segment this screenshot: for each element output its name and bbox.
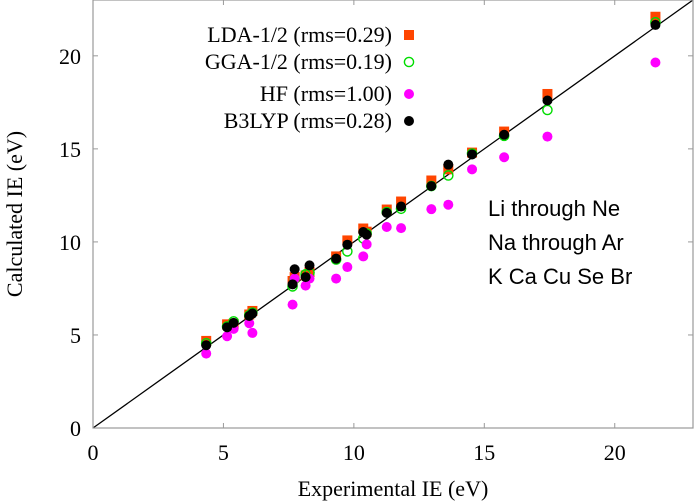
x-tick-label: 20 bbox=[604, 440, 626, 465]
data-point bbox=[396, 201, 407, 212]
legend-marker bbox=[404, 116, 414, 126]
y-tick-label: 10 bbox=[59, 230, 81, 255]
data-point bbox=[300, 272, 311, 283]
annotation-period-4: K Ca Cu Se Br bbox=[488, 264, 632, 289]
data-points bbox=[200, 11, 661, 359]
data-point bbox=[443, 159, 454, 170]
data-point bbox=[331, 253, 342, 264]
data-point bbox=[287, 299, 298, 310]
y-tick-label: 0 bbox=[70, 416, 81, 441]
plot-frame bbox=[92, 0, 694, 429]
data-point bbox=[244, 318, 255, 329]
data-point bbox=[331, 273, 342, 284]
data-point bbox=[201, 340, 212, 351]
data-point bbox=[650, 19, 661, 30]
x-tick-label: 15 bbox=[473, 440, 495, 465]
data-point bbox=[426, 204, 437, 215]
data-point bbox=[650, 57, 661, 68]
data-point bbox=[247, 327, 258, 338]
data-point bbox=[342, 239, 353, 250]
data-point bbox=[396, 196, 407, 207]
data-point bbox=[542, 104, 553, 116]
data-point bbox=[542, 88, 553, 99]
data-point bbox=[358, 251, 369, 262]
data-point bbox=[426, 175, 437, 186]
data-point bbox=[289, 264, 300, 275]
reference-line-y-equals-x bbox=[92, 0, 694, 429]
annotation-period-3: Na through Ar bbox=[488, 230, 624, 255]
data-point bbox=[222, 331, 233, 342]
data-point bbox=[361, 239, 372, 250]
data-point bbox=[443, 170, 454, 181]
legend-label: LDA-1/2 (rms=0.29) bbox=[207, 22, 392, 47]
data-point bbox=[361, 229, 372, 240]
y-tick-label: 20 bbox=[59, 44, 81, 69]
x-tick-label: 5 bbox=[218, 440, 229, 465]
legend-label: HF (rms=1.00) bbox=[260, 81, 392, 106]
data-point bbox=[342, 262, 353, 273]
data-point bbox=[381, 222, 392, 233]
y-tick-label: 15 bbox=[59, 137, 81, 162]
data-point bbox=[426, 181, 437, 192]
data-point bbox=[396, 223, 407, 234]
axis-ticks: 0 5 10 15 20 0 5 10 15 20 bbox=[59, 0, 693, 465]
x-tick-label: 0 bbox=[88, 440, 99, 465]
legend-label: GGA-1/2 (rms=0.19) bbox=[205, 49, 392, 74]
data-point bbox=[247, 308, 258, 319]
data-point bbox=[542, 95, 553, 106]
series-2 bbox=[201, 57, 661, 359]
legend-marker bbox=[404, 30, 414, 40]
y-axis-label: Calculated IE (eV) bbox=[2, 131, 27, 297]
data-point bbox=[381, 207, 392, 218]
data-point bbox=[287, 279, 298, 290]
x-tick-label: 10 bbox=[343, 440, 365, 465]
data-point bbox=[467, 164, 478, 175]
y-tick-label: 5 bbox=[70, 323, 81, 348]
data-point bbox=[650, 11, 661, 22]
data-point bbox=[467, 149, 478, 160]
data-point bbox=[542, 131, 553, 142]
data-point bbox=[201, 348, 212, 359]
annotation-period-2: Li through Ne bbox=[488, 196, 620, 221]
data-point bbox=[499, 129, 510, 140]
legend: LDA-1/2 (rms=0.29)GGA-1/2 (rms=0.19) HF (… bbox=[205, 22, 415, 133]
data-point bbox=[228, 317, 239, 328]
legend-marker bbox=[403, 56, 415, 68]
data-point bbox=[499, 152, 510, 163]
data-point bbox=[304, 260, 315, 271]
legend-label: B3LYP (rms=0.28) bbox=[224, 108, 392, 133]
x-axis-label: Experimental IE (eV) bbox=[298, 476, 489, 501]
legend-marker bbox=[404, 89, 414, 99]
series-3 bbox=[201, 19, 661, 351]
data-point bbox=[443, 199, 454, 210]
